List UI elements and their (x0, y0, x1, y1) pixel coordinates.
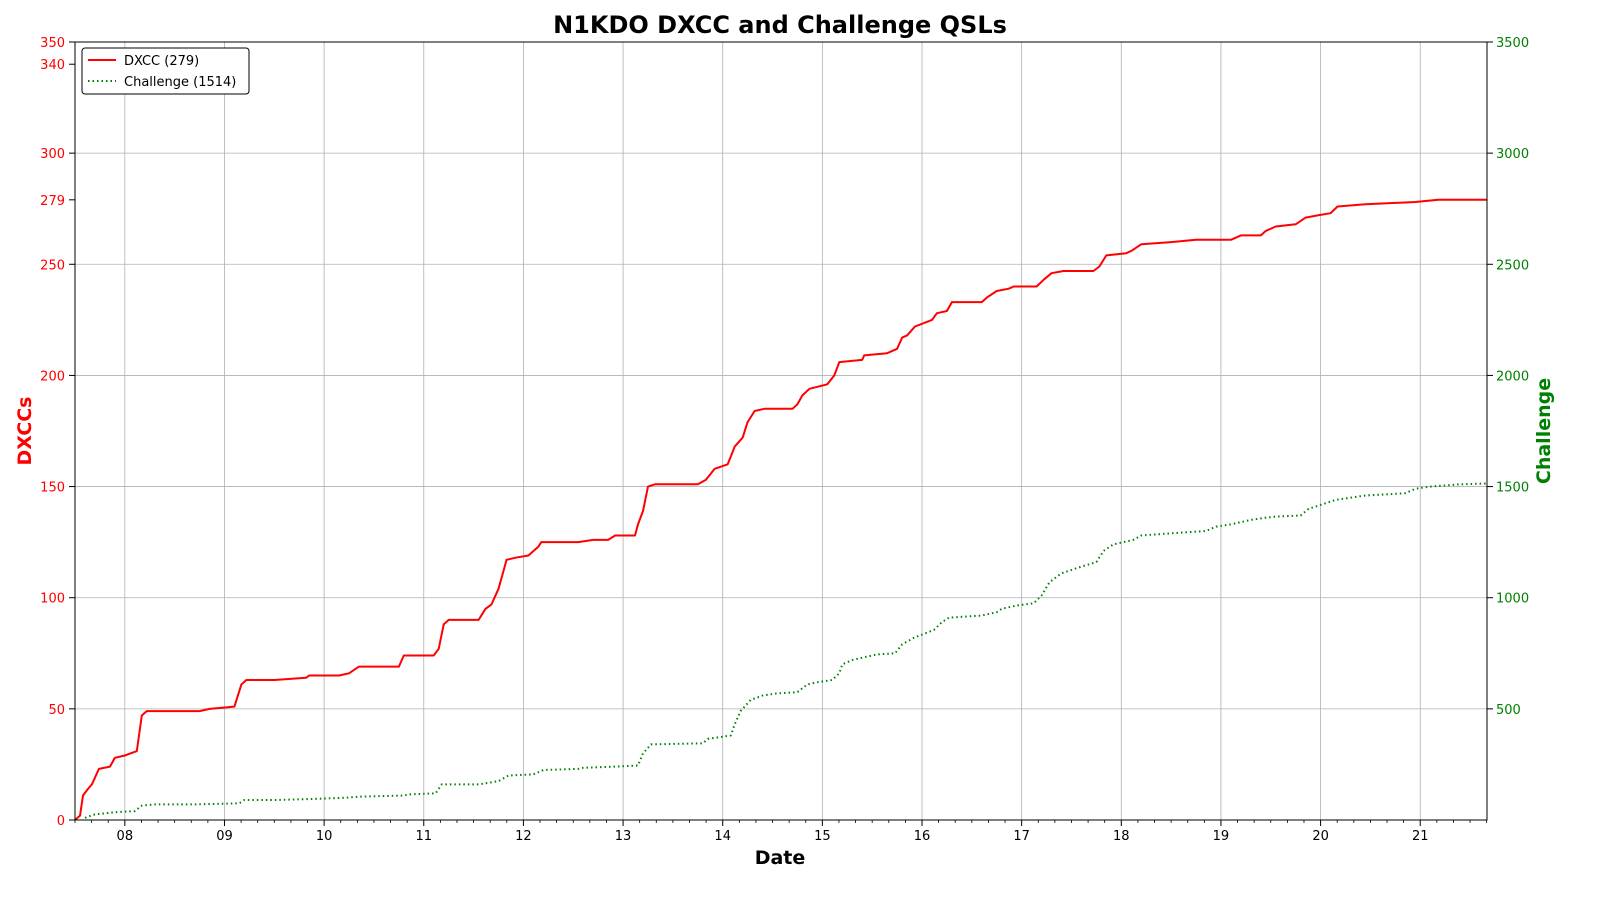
y-left-tick-label: 250 (40, 258, 65, 273)
legend: DXCC (279) Challenge (1514) (81, 47, 250, 95)
y-left-tick-label: 279 (40, 194, 65, 209)
y-right-tick-label: 2500 (1496, 258, 1529, 273)
y-right-axis-label: Challenge (1533, 378, 1555, 484)
series-line-dxcc (74, 198, 1487, 821)
x-tick-label: 15 (814, 829, 831, 844)
y-left-tick-label: 0 (57, 814, 65, 829)
x-tick-label: 19 (1213, 829, 1230, 844)
x-tick-label: 10 (316, 829, 333, 844)
y-right-tick-label: 3000 (1496, 147, 1529, 162)
legend-label-dxcc: DXCC (279) (124, 54, 199, 69)
y-right-tick-label: 1500 (1496, 481, 1529, 496)
series-line-challenge (84, 482, 1488, 819)
grid-lines (75, 42, 1487, 820)
x-tick-label: 16 (914, 829, 931, 844)
y-right-tick-label: 1000 (1496, 592, 1529, 607)
y-left-axis-label: DXCCs (14, 397, 36, 466)
x-tick-label: 12 (515, 829, 532, 844)
y-left-tick-label: 150 (40, 481, 65, 496)
x-tick-label: 14 (714, 829, 731, 844)
legend-label-challenge: Challenge (1514) (124, 75, 236, 90)
y-right-tick-label: 2000 (1496, 369, 1529, 384)
x-tick-label: 17 (1013, 829, 1030, 844)
series-layer (74, 198, 1488, 821)
y-left-tick-label: 300 (40, 147, 65, 162)
y-right-tick-label: 500 (1496, 703, 1521, 718)
y-left-tick-label: 100 (40, 592, 65, 607)
y-left-axis-ticks: 0 50 100 150 200 250 279 300 340 350 (40, 36, 75, 829)
x-tick-label: 08 (117, 829, 134, 844)
chart-title: N1KDO DXCC and Challenge QSLs (553, 11, 1007, 39)
x-tick-label: 11 (415, 829, 432, 844)
x-tick-label: 20 (1312, 829, 1329, 844)
y-right-tick-label: 3500 (1496, 36, 1529, 51)
x-tick-label: 13 (615, 829, 632, 844)
y-left-tick-label: 340 (40, 58, 65, 73)
x-axis-label: Date (755, 847, 806, 869)
legend-box (81, 47, 250, 95)
y-left-tick-label: 200 (40, 369, 65, 384)
x-tick-label: 21 (1412, 829, 1429, 844)
y-left-tick-label: 350 (40, 36, 65, 51)
x-tick-label: 09 (216, 829, 233, 844)
y-left-tick-label: 50 (48, 703, 65, 718)
y-right-axis-ticks: 500 1000 1500 2000 2500 3000 3500 (1487, 36, 1529, 718)
plot-frame (74, 41, 1488, 821)
x-axis-ticks: 08 09 10 11 12 13 14 15 16 17 18 19 20 21 (74, 820, 1488, 844)
x-tick-label: 18 (1113, 829, 1130, 844)
